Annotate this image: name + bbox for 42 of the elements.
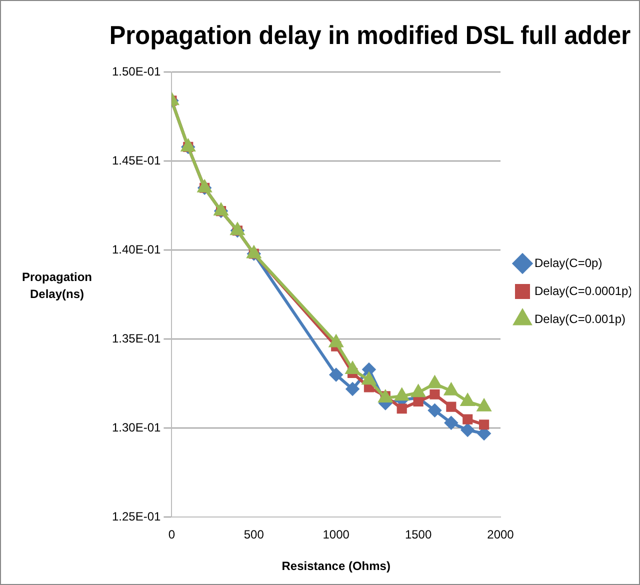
point bbox=[460, 394, 474, 406]
y-tick-label: 1.50E-01 bbox=[112, 64, 162, 79]
point bbox=[346, 382, 360, 396]
y-tick-label: 1.35E-01 bbox=[112, 332, 162, 346]
x-tick-label: 1500 bbox=[404, 528, 432, 542]
point bbox=[444, 416, 458, 430]
point bbox=[362, 362, 376, 376]
y-axis-title: Propagation Delay(ns) bbox=[20, 269, 93, 303]
point bbox=[446, 402, 456, 412]
point bbox=[430, 389, 440, 400]
point bbox=[428, 376, 442, 388]
point bbox=[479, 420, 490, 430]
legend-label: Delay(C=0.001p) bbox=[534, 312, 626, 326]
point bbox=[346, 362, 360, 374]
point bbox=[413, 396, 424, 407]
point bbox=[362, 372, 376, 385]
y-tick-label: 1.40E-01 bbox=[112, 242, 162, 257]
point bbox=[395, 388, 409, 401]
point bbox=[247, 246, 261, 258]
point bbox=[412, 385, 425, 398]
point bbox=[461, 423, 474, 436]
legend-label: Delay(C=0p) bbox=[534, 256, 602, 270]
y-tick-label: 1.45E-01 bbox=[112, 154, 162, 168]
point bbox=[462, 414, 473, 424]
point bbox=[444, 383, 458, 396]
point bbox=[198, 180, 212, 192]
y-tick-label: 1.25E-01 bbox=[112, 510, 162, 524]
point bbox=[396, 404, 407, 414]
x-tick-label: 0 bbox=[168, 528, 176, 542]
point bbox=[428, 404, 442, 417]
point bbox=[181, 139, 195, 152]
x-axis-title: Resistance (Ohms) bbox=[282, 559, 390, 574]
chart-title: Propagation delay in modified DSL full adder bbox=[109, 21, 631, 50]
point bbox=[230, 223, 244, 236]
point bbox=[330, 368, 343, 382]
point bbox=[477, 399, 491, 412]
point bbox=[214, 204, 228, 216]
x-tick-label: 1000 bbox=[322, 528, 350, 542]
y-tick-label: 1.30E-01 bbox=[112, 420, 162, 435]
x-tick-label: 500 bbox=[244, 528, 264, 542]
x-tick-label: 2000 bbox=[487, 528, 514, 542]
point bbox=[329, 335, 343, 348]
